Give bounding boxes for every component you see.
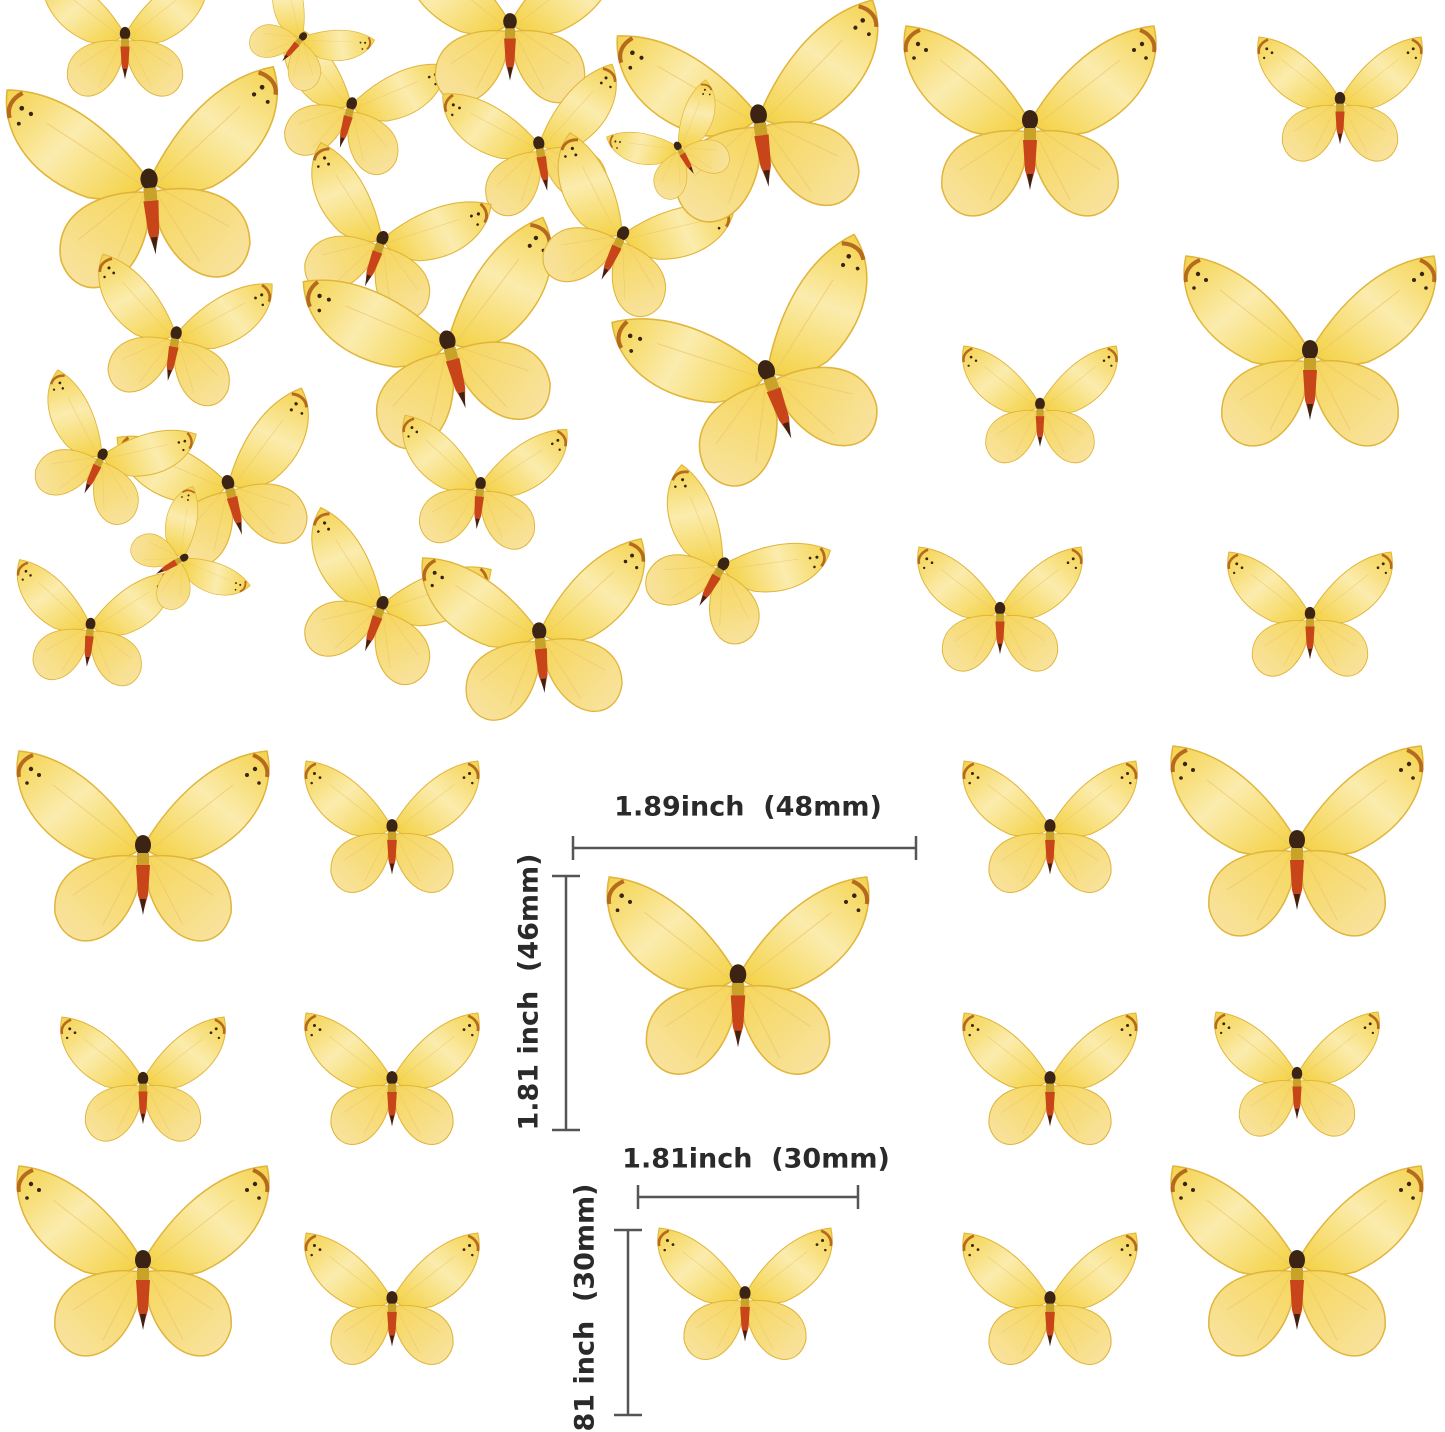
butterfly	[305, 761, 479, 892]
width-label: 1.89inch (48mm)	[614, 792, 882, 823]
butterfly	[963, 346, 1118, 463]
butterfly	[5, 67, 293, 294]
butterfly	[615, 0, 901, 232]
butterfly	[1228, 552, 1393, 676]
butterfly	[615, 464, 832, 665]
large-dimension: 1.89inch (48mm) 1.81 inch (46mm)	[514, 792, 918, 1132]
butterfly	[607, 877, 869, 1074]
butterfly	[79, 254, 274, 414]
butterfly	[963, 1013, 1137, 1144]
butterfly	[421, 539, 658, 726]
butterfly	[305, 1013, 479, 1144]
small-dimension: 1.81inch (30mm) 1.81 inch (30mm)	[570, 1144, 890, 1432]
width-label: 1.81inch (30mm)	[622, 1144, 890, 1175]
butterfly	[393, 415, 568, 553]
butterfly	[963, 1233, 1137, 1364]
butterfly	[43, 0, 208, 96]
butterfly	[918, 547, 1083, 671]
butterfly	[904, 26, 1156, 216]
butterfly	[1215, 1012, 1380, 1136]
height-label: 1.81 inch (46mm)	[514, 853, 545, 1130]
butterfly	[1171, 746, 1423, 936]
butterfly	[305, 1233, 479, 1364]
butterfly	[1171, 1166, 1423, 1356]
butterfly	[1184, 256, 1436, 446]
butterfly	[8, 559, 173, 689]
butterfly	[61, 1017, 226, 1141]
butterfly	[963, 761, 1137, 892]
height-label: 1.81 inch (30mm)	[570, 1183, 601, 1432]
butterfly	[17, 1166, 269, 1356]
butterfly	[658, 1228, 832, 1359]
butterfly	[1258, 37, 1423, 161]
butterfly	[17, 751, 269, 941]
